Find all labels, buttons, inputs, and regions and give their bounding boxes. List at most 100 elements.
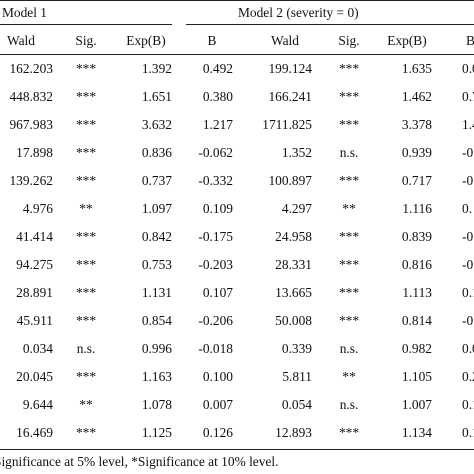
cell-wald1: 45.911 [16, 313, 53, 328]
cell-wald1: 9.644 [22, 397, 53, 412]
cell-expb1: 0.854 [141, 313, 172, 328]
cell-wald1: 16.469 [16, 425, 53, 440]
cell-wald2: 28.331 [275, 257, 312, 272]
cell-wald2: 13.665 [275, 285, 312, 300]
cell-wald2: 24.958 [275, 229, 312, 244]
cell-b2: -0.2 [462, 313, 474, 328]
bottom-rule [0, 449, 474, 450]
cell-expb2: 1.116 [402, 201, 432, 216]
cell-b2: 0.1 [462, 397, 474, 412]
header-rule [0, 54, 474, 55]
cell-expb1: 1.651 [141, 89, 172, 104]
cell-sig2: *** [338, 257, 360, 272]
cell-expb2: 0.717 [401, 173, 432, 188]
cell-sig1: *** [75, 257, 97, 272]
cell-b1: -0.175 [198, 229, 233, 244]
cell-expb1: 1.163 [141, 369, 172, 384]
cell-b1: 0.126 [202, 425, 233, 440]
cell-expb2: 0.816 [401, 257, 432, 272]
cell-b2: 1.4 [462, 117, 474, 132]
cell-expb2: 1.113 [402, 285, 432, 300]
cell-wald1: 162.203 [9, 61, 53, 76]
cell-expb1: 1.131 [141, 285, 172, 300]
cell-b1: 0.492 [202, 61, 233, 76]
model1-underline [0, 24, 172, 25]
cell-wald2: 166.241 [268, 89, 312, 104]
top-rule [0, 0, 474, 1]
cell-sig2: n.s. [339, 341, 359, 356]
cell-sig1: *** [75, 89, 97, 104]
model1-header: Model 1 [2, 5, 48, 20]
col-header-sig1: Sig. [75, 33, 97, 48]
cell-wald1: 20.045 [16, 369, 53, 384]
cell-expb2: 0.839 [401, 229, 432, 244]
cell-b1: 0.100 [202, 369, 233, 384]
cell-sig1: *** [75, 145, 97, 160]
cell-expb1: 1.125 [141, 425, 172, 440]
cell-b1: -0.203 [198, 257, 233, 272]
cell-wald2: 0.054 [281, 397, 312, 412]
footnote: Significance at 5% level, *Significance … [0, 454, 279, 469]
cell-expb1: 0.842 [141, 229, 172, 244]
cell-b2: -0.2 [462, 173, 474, 188]
cell-sig2: *** [338, 425, 360, 440]
cell-wald1: 4.976 [22, 201, 53, 216]
cell-wald1: 0.034 [22, 341, 53, 356]
cell-expb1: 1.097 [141, 201, 172, 216]
cell-wald2: 199.124 [268, 61, 312, 76]
cell-wald1: 17.898 [16, 145, 53, 160]
model2-underline [186, 24, 474, 25]
col-header-expb1: Exp(B) [126, 33, 166, 48]
cell-sig1: *** [75, 369, 97, 384]
cell-wald1: 139.262 [9, 173, 53, 188]
cell-b2: 0. [462, 201, 473, 216]
cell-b2: -0.4 [462, 257, 474, 272]
cell-sig2: *** [338, 61, 360, 76]
col-header-wald2: Wald [271, 33, 299, 48]
cell-b2: 0.0 [462, 61, 474, 76]
cell-sig2: ** [342, 369, 356, 384]
cell-b1: -0.332 [198, 173, 233, 188]
cell-b2: 0.1 [462, 285, 474, 300]
cell-b1: -0.062 [198, 145, 233, 160]
col-header-expb2: Exp(B) [387, 33, 427, 48]
model2-header: Model 2 (severity = 0) [238, 5, 359, 20]
cell-sig1: *** [75, 229, 97, 244]
col-header-sig2: Sig. [338, 33, 360, 48]
cell-wald2: 50.008 [275, 313, 312, 328]
cell-b1: 0.380 [202, 89, 233, 104]
cell-expb2: 0.939 [401, 145, 432, 160]
cell-expb2: 1.105 [401, 369, 432, 384]
cell-wald2: 1711.825 [262, 117, 312, 132]
cell-expb2: 3.378 [401, 117, 432, 132]
col-header-b1: B [207, 33, 217, 48]
cell-wald1: 448.832 [9, 89, 53, 104]
col-header-b2: B [466, 33, 474, 48]
cell-wald2: 5.811 [282, 369, 312, 384]
cell-wald2: 100.897 [268, 173, 312, 188]
col-header-wald1: Wald [7, 33, 35, 48]
cell-sig2: *** [338, 173, 360, 188]
cell-sig1: ** [79, 397, 93, 412]
cell-expb2: 1.007 [401, 397, 432, 412]
cell-sig1: ** [79, 201, 93, 216]
cell-b1: 0.107 [202, 285, 233, 300]
cell-sig1: *** [75, 425, 97, 440]
cell-b1: 0.007 [202, 397, 233, 412]
cell-sig1: *** [75, 285, 97, 300]
cell-sig2: *** [338, 229, 360, 244]
cell-expb2: 1.462 [401, 89, 432, 104]
cell-expb1: 1.392 [141, 61, 172, 76]
cell-expb1: 1.078 [141, 397, 172, 412]
cell-expb2: 0.814 [401, 313, 432, 328]
cell-sig1: *** [75, 173, 97, 188]
cell-sig2: *** [338, 313, 360, 328]
cell-sig1: *** [75, 61, 97, 76]
cell-sig2: n.s. [339, 145, 359, 160]
cell-expb1: 0.753 [141, 257, 172, 272]
cell-wald1: 28.891 [16, 285, 53, 300]
cell-b1: -0.206 [198, 313, 233, 328]
cell-b1: -0.018 [198, 341, 233, 356]
cell-b2: -0.3 [462, 145, 474, 160]
